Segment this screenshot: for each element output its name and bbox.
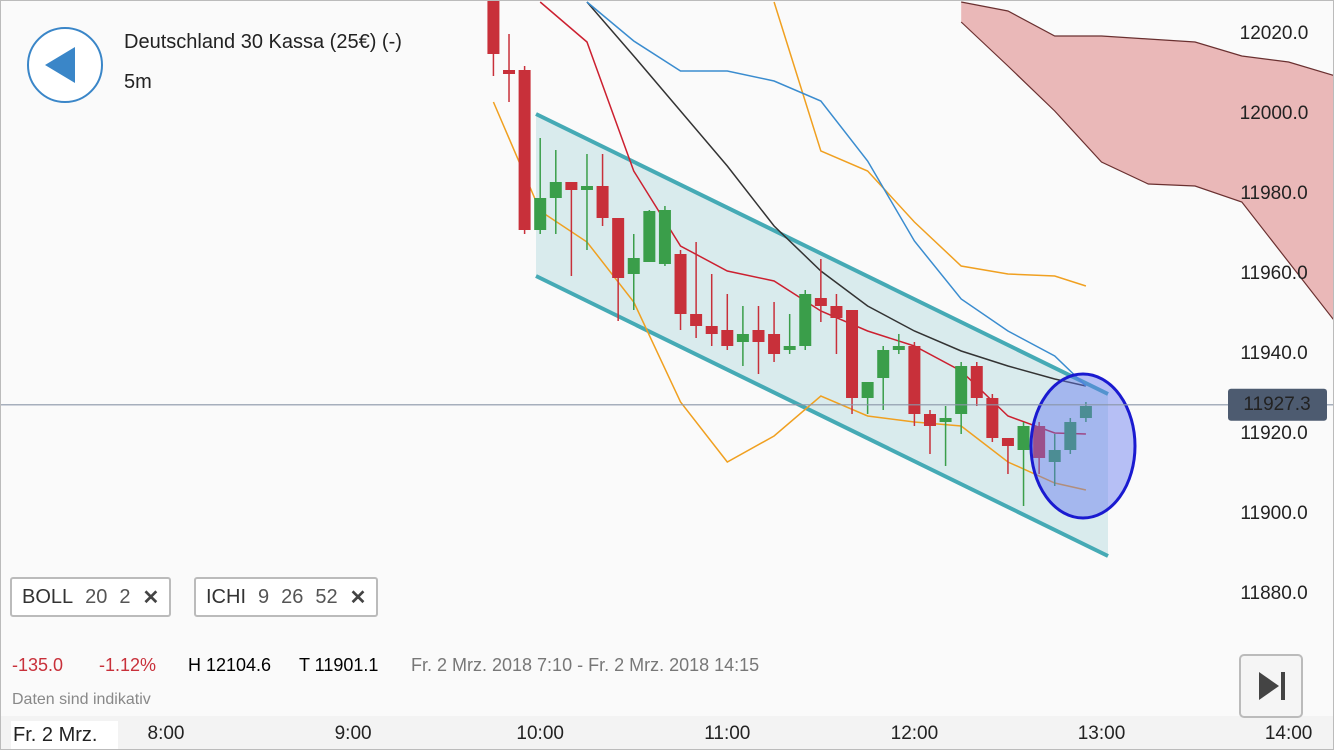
highlight-circle [1029, 372, 1137, 520]
interval: 5m [124, 71, 152, 93]
candle-body [783, 346, 796, 350]
price-label: 11927.3 [1243, 394, 1310, 415]
price-label-box [1228, 388, 1327, 421]
play-icon [1259, 672, 1279, 700]
candle-body [955, 366, 968, 414]
candle-body [892, 346, 905, 350]
candle-body [1048, 450, 1061, 462]
candle-body [549, 182, 562, 198]
x-tick-label: 10:00 [516, 723, 564, 744]
indicator-chip[interactable]: ICHI 9 26 52 ✕ [194, 577, 379, 617]
candle-body [565, 182, 578, 190]
low: T 11901.1 [299, 655, 379, 675]
candle-body [627, 258, 640, 274]
candle-body [1017, 426, 1030, 450]
channel [536, 114, 1108, 556]
indicator-line [773, 1, 1087, 287]
candle-body [612, 218, 625, 278]
indicator-line [492, 101, 1087, 491]
candle-body [580, 186, 593, 190]
x-tick-label: 9:00 [335, 723, 372, 744]
candle-body [518, 70, 531, 230]
candle-body [721, 330, 734, 346]
x-tick-label: 14:00 [1265, 723, 1313, 744]
candle-body [923, 414, 936, 426]
x-axis-bar [1, 716, 1333, 749]
cloud-area [961, 2, 1333, 319]
axes: 8:00 9:00 10:00 11:00 12:00 13:00 14:00 11880.0… [148, 23, 1327, 744]
candle-body [1001, 438, 1014, 446]
plot-area [1, 1, 1333, 558]
candle-body [736, 334, 749, 342]
cloud-edge [961, 1, 1333, 76]
candle-body [658, 210, 671, 264]
candle-body [861, 382, 874, 398]
candle-body [705, 326, 718, 334]
indicator-param: 2 [119, 585, 131, 608]
x-tick-label: 12:00 [891, 723, 939, 744]
indicator-param: 52 [315, 585, 338, 608]
candle-body [690, 314, 703, 326]
date-label: Fr. 2 Mrz. [11, 721, 118, 749]
indicator-chip[interactable]: BOLL 20 2 ✕ [10, 577, 172, 617]
candle-body [768, 334, 781, 354]
time-range: Fr. 2 Mrz. 2018 7:10 - Fr. 2 Mrz. 2018 1… [411, 655, 760, 675]
x-tick-label: 11:00 [704, 723, 750, 744]
indicator-name: ICHI [206, 585, 246, 608]
y-tick-label: 11900.0 [1240, 503, 1307, 524]
back-button[interactable] [25, 25, 105, 105]
candle-body [674, 254, 687, 314]
high: H 12104.6 [188, 655, 272, 675]
indicator-line [586, 1, 1087, 387]
x-tick-label: 8:00 [148, 723, 185, 744]
candle-body [643, 211, 656, 262]
instrument-title: Deutschland 30 Kassa (25€) (-) [124, 31, 402, 53]
candle-body [1079, 406, 1092, 418]
note: Daten sind indikativ [12, 691, 151, 708]
candle-body [970, 366, 983, 398]
candle-body [1033, 426, 1046, 458]
change: -135.0 [12, 655, 64, 675]
x-tick-label: 13:00 [1078, 723, 1126, 744]
remove-icon[interactable]: ✕ [142, 586, 160, 609]
y-tick-label: 11880.0 [1240, 583, 1307, 604]
y-tick-label: 12000.0 [1240, 103, 1309, 124]
candle-body [487, 1, 500, 54]
y-tick-label: 11920.0 [1240, 423, 1307, 444]
indicator-param: 9 [258, 585, 270, 608]
bar-icon [1281, 672, 1285, 700]
candle-body [939, 418, 952, 422]
y-tick-label: 11960.0 [1240, 263, 1307, 284]
y-tick-label: 11980.0 [1240, 183, 1307, 204]
candle-body [908, 346, 921, 414]
skip-to-end-button[interactable] [1239, 654, 1303, 718]
indicator-param: 20 [85, 585, 108, 608]
y-tick-label: 12020.0 [1240, 23, 1309, 44]
candle-body [596, 186, 609, 218]
y-tick-label: 11940.0 [1240, 343, 1307, 364]
indicator-line [586, 1, 1087, 387]
indicator-param: 26 [281, 585, 304, 608]
channel-edge [535, 274, 1109, 558]
candle-body [1064, 422, 1077, 450]
candle-body [877, 350, 890, 378]
candle-body [986, 398, 999, 438]
candle-body [799, 294, 812, 346]
candle-body [534, 198, 547, 230]
candle-body [846, 310, 859, 398]
indicator-name: BOLL [22, 585, 74, 608]
candle-body [752, 330, 765, 342]
back-arrow [45, 47, 75, 83]
remove-icon[interactable]: ✕ [349, 586, 367, 609]
cloud-edge [960, 21, 1333, 320]
channel-edge [535, 112, 1109, 396]
candle-body [814, 298, 827, 306]
change-percent: -1.12% [99, 655, 157, 675]
candle-body [503, 70, 516, 74]
candle-body [830, 306, 843, 318]
